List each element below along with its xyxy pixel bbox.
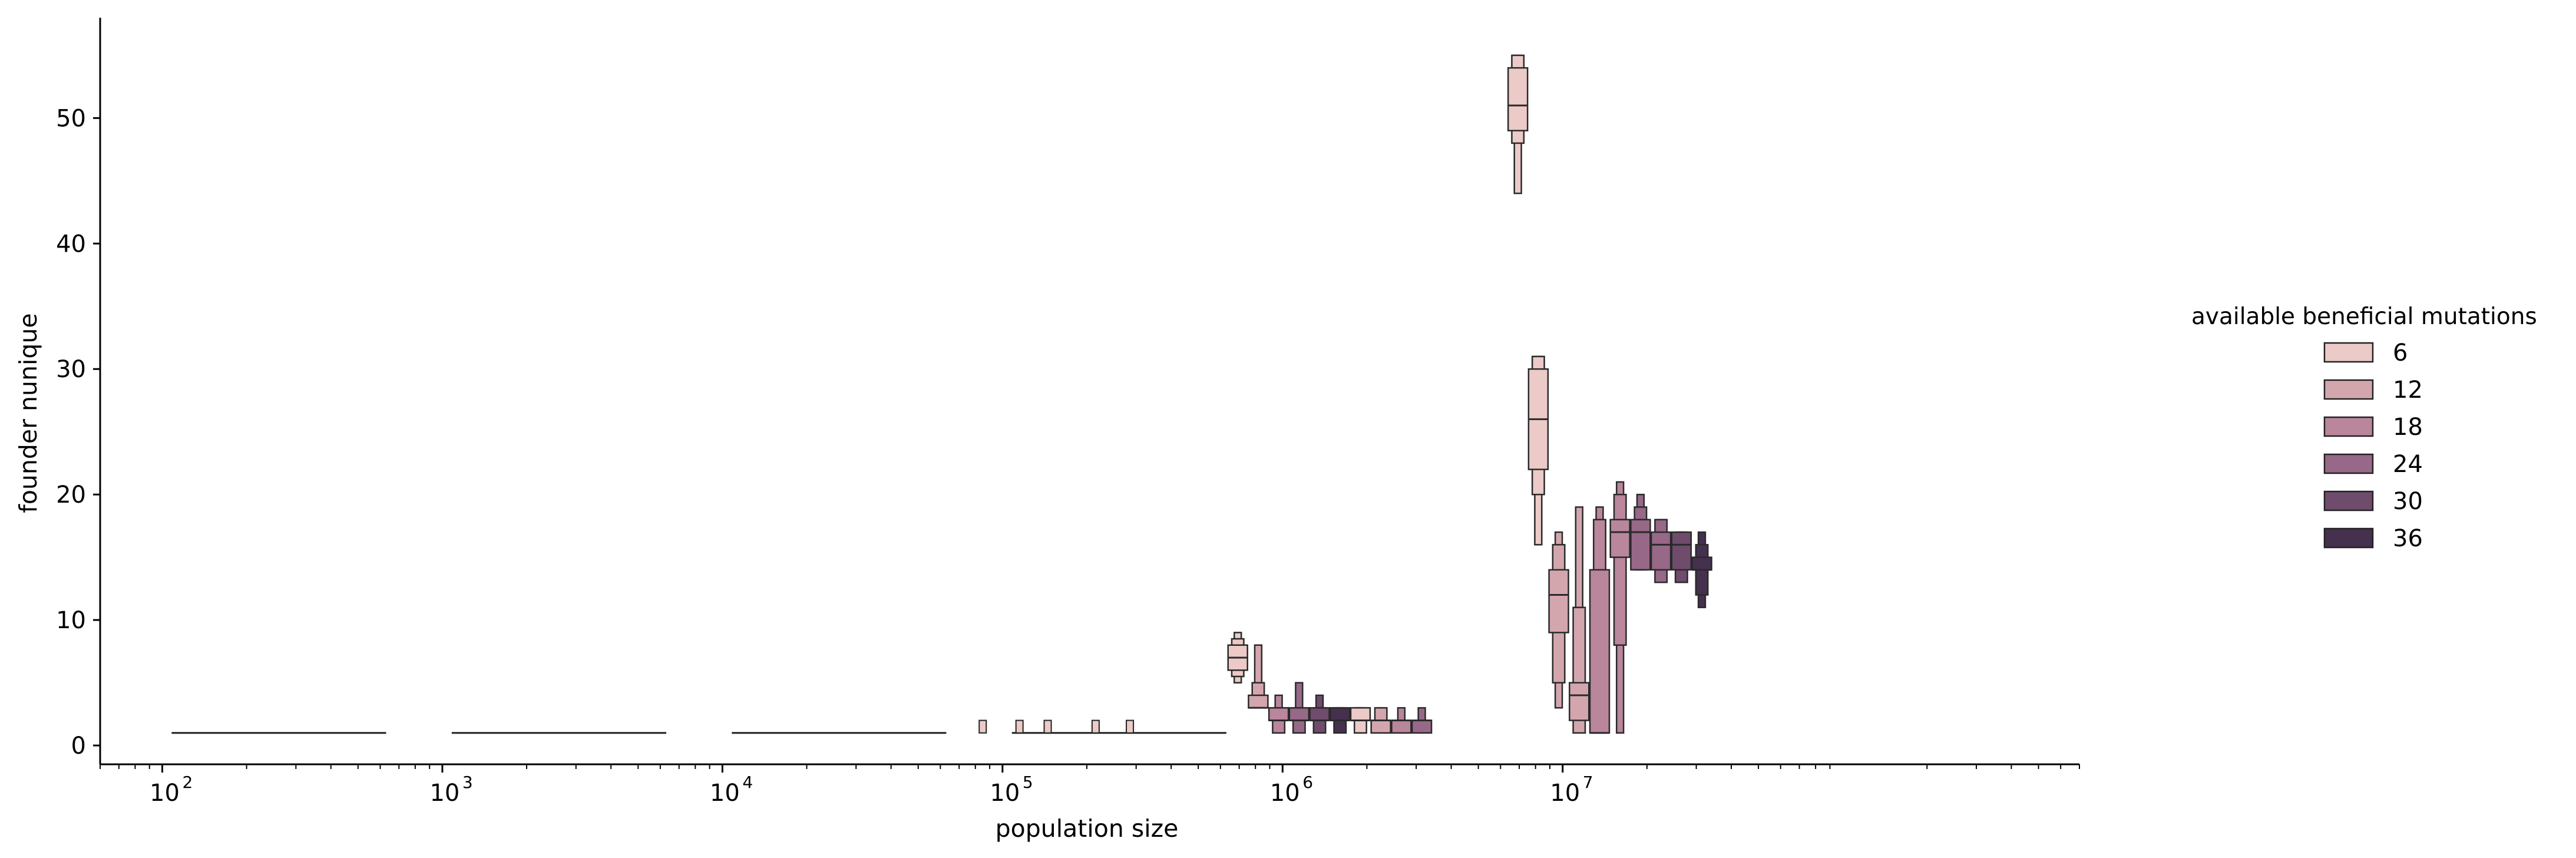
x-tick-label: 10	[990, 780, 1020, 807]
x-tick-label: 10	[1270, 780, 1300, 807]
x-tick-label: 10	[1550, 780, 1580, 807]
x-tick-exponent: 4	[742, 773, 753, 792]
y-tick-label: 40	[56, 230, 86, 258]
legend-entry: 6	[2393, 339, 2408, 367]
outlier-box	[1091, 720, 1100, 734]
boxen-level	[1350, 707, 1371, 721]
y-tick-label: 20	[56, 481, 86, 509]
legend-entry: 18	[2393, 414, 2423, 441]
legend-swatch	[2323, 527, 2374, 549]
x-tick-exponent: 6	[1302, 773, 1313, 792]
legend-swatch	[2323, 453, 2374, 474]
y-axis-label: founder nunique	[14, 313, 42, 513]
boxen-level	[1650, 531, 1672, 571]
boxen-level	[1589, 569, 1611, 734]
boxen-level	[1330, 707, 1351, 721]
x-tick-exponent: 3	[462, 773, 473, 792]
boxen-level	[1548, 569, 1569, 633]
boxen-level	[1370, 720, 1391, 734]
x-tick-exponent: 5	[1023, 773, 1033, 792]
y-tick-label: 50	[56, 105, 86, 132]
boxen-level	[1411, 720, 1433, 734]
outlier-box	[1015, 720, 1024, 734]
boxen-level	[1288, 707, 1310, 721]
outlier-box	[1126, 720, 1135, 734]
boxen-level	[1507, 67, 1529, 131]
x-tick-exponent: 2	[182, 773, 193, 792]
boxen-level	[1391, 720, 1412, 734]
outlier-box	[1043, 720, 1052, 734]
x-tick-label: 10	[150, 780, 180, 807]
legend-entry: 24	[2393, 451, 2423, 478]
legend-entry: 12	[2393, 377, 2423, 404]
legend-entry: 36	[2393, 525, 2423, 552]
x-tick-label: 10	[710, 780, 740, 807]
boxen-level	[1613, 493, 1627, 646]
legend-swatch	[2323, 379, 2374, 400]
x-axis-label: population size	[996, 814, 1179, 843]
x-tick-label: 10	[429, 780, 459, 807]
boxen-level	[1671, 531, 1692, 571]
legend-swatch	[2323, 416, 2374, 437]
legend: available beneficial mutations 6 12 18 24 30 3…	[2191, 303, 2537, 552]
boxen-level	[1268, 707, 1289, 721]
boxen-level	[1569, 682, 1590, 721]
outlier-box	[978, 720, 987, 734]
legend-swatch	[2323, 490, 2374, 512]
x-tick-exponent: 7	[1583, 773, 1593, 792]
legend-swatch	[2323, 342, 2374, 363]
plot-area	[171, 54, 1712, 734]
y-tick-label: 10	[56, 607, 86, 634]
boxen-level	[1691, 556, 1712, 571]
boxen-level	[1309, 707, 1330, 721]
boxen-level	[1630, 519, 1651, 571]
legend-title: available beneficial mutations	[2191, 303, 2537, 330]
boxen-level	[1609, 519, 1631, 558]
legend-entry: 30	[2393, 488, 2423, 515]
y-tick-label: 30	[56, 356, 86, 383]
y-tick-label: 0	[71, 732, 86, 760]
boxen-level	[1248, 694, 1269, 709]
